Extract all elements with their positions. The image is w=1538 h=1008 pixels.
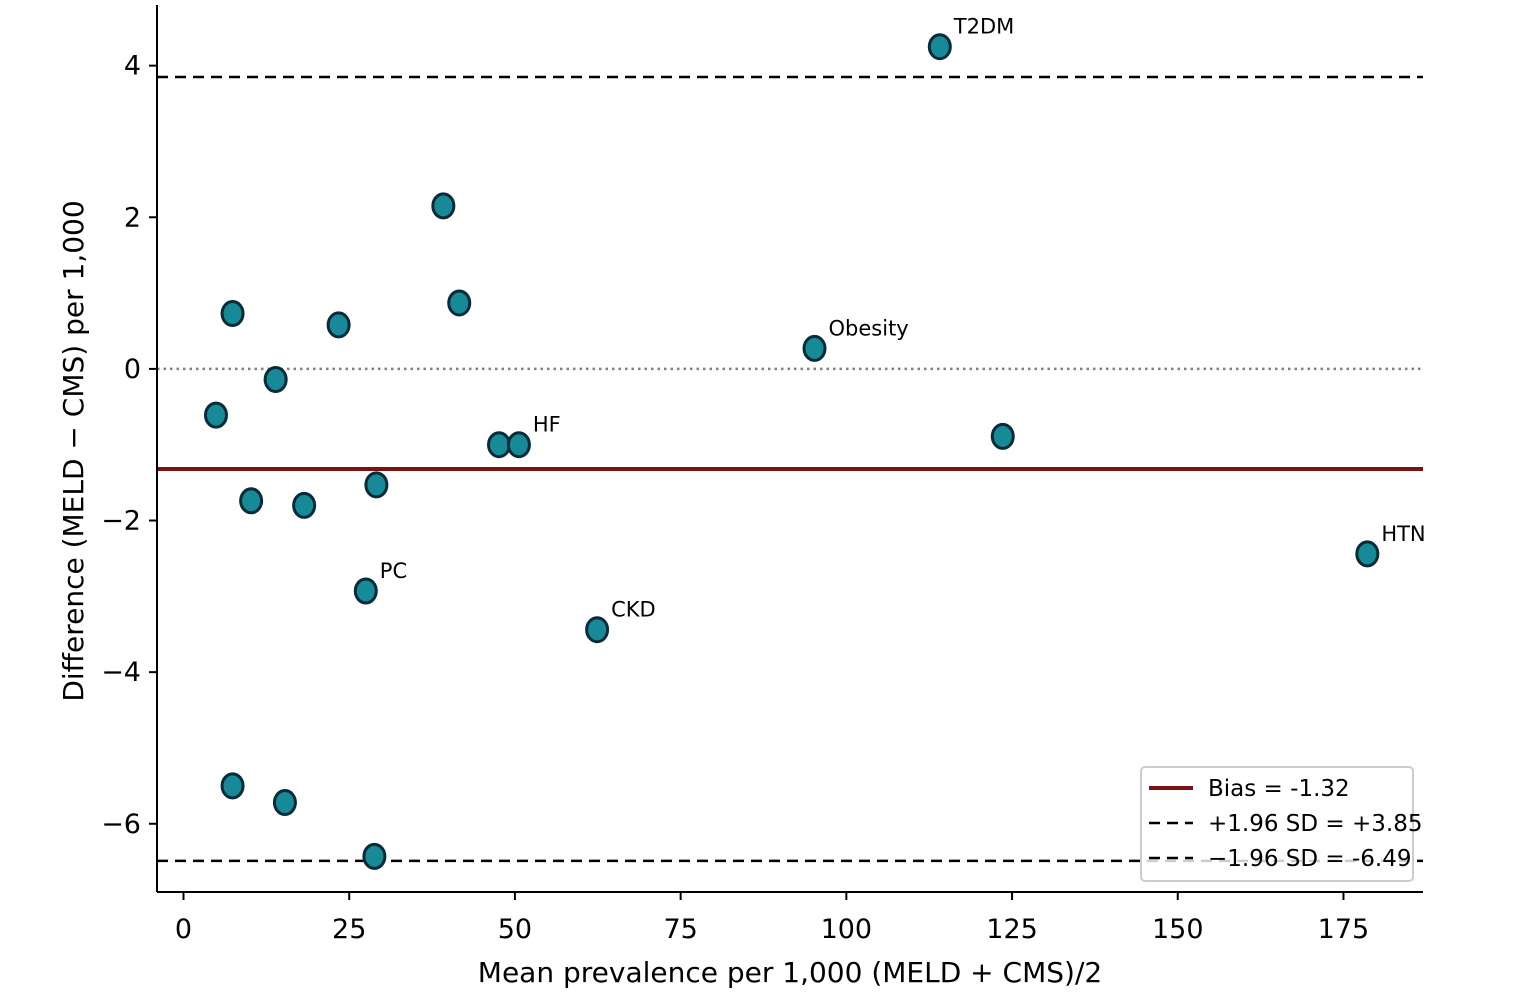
data-point: [364, 471, 389, 499]
data-point: [239, 487, 264, 515]
point-annotation: T2DM: [953, 15, 1014, 39]
data-point: [292, 491, 317, 519]
data-point: [272, 789, 297, 817]
x-tick-label: 0: [175, 914, 192, 945]
x-tick-label: 175: [1318, 914, 1370, 945]
y-tick-label: −2: [101, 506, 141, 537]
data-points: [203, 33, 1380, 870]
legend-label: +1.96 SD = +3.85: [1208, 811, 1422, 837]
data-point: [506, 431, 531, 459]
point-annotation: CKD: [611, 598, 656, 622]
legend-label: Bias = -1.32: [1208, 776, 1350, 802]
x-tick-label: 75: [663, 914, 697, 945]
x-axis-title: Mean prevalence per 1,000 (MELD + CMS)/2: [478, 956, 1102, 989]
data-point: [802, 334, 827, 362]
data-point: [447, 289, 472, 317]
point-annotation: HTN: [1381, 522, 1425, 546]
data-point: [487, 431, 512, 459]
data-point: [362, 842, 387, 870]
legend-box: [1140, 766, 1414, 882]
data-point: [353, 577, 378, 605]
data-point: [220, 772, 245, 800]
data-point: [1355, 540, 1380, 568]
y-tick-label: −6: [101, 809, 141, 840]
data-point: [585, 616, 610, 644]
point-annotation: HF: [533, 413, 561, 437]
data-point: [203, 401, 228, 429]
point-annotations: T2DM Obesity HF HTN PC CKD: [380, 15, 1426, 622]
y-tick-label: 0: [124, 354, 141, 385]
data-point: [326, 311, 351, 339]
x-tick-label: 150: [1152, 914, 1204, 945]
legend-label: −1.96 SD = -6.49: [1208, 846, 1412, 872]
axes: 0 25 50 75 100 125 150 175 4 2 0 −2 −4 −6: [101, 5, 1423, 945]
x-tick-label: 100: [821, 914, 873, 945]
y-tick-label: 4: [124, 51, 141, 82]
data-point: [990, 422, 1015, 450]
y-axis-title: Difference (MELD − CMS) per 1,000: [57, 200, 90, 701]
data-point: [927, 33, 952, 61]
data-point: [220, 300, 245, 328]
point-annotation: Obesity: [829, 316, 909, 340]
legend: Bias = -1.32 +1.96 SD = +3.85 −1.96 SD = -…: [1140, 766, 1422, 882]
data-point: [263, 366, 288, 394]
point-annotation: PC: [380, 559, 407, 583]
y-tick-label: −4: [101, 657, 141, 688]
y-tick-label: 2: [124, 202, 141, 233]
data-point: [431, 192, 456, 220]
x-tick-label: 50: [498, 914, 532, 945]
x-tick-label: 125: [986, 914, 1038, 945]
reference-lines: [157, 75, 1423, 863]
x-tick-label: 25: [332, 914, 366, 945]
